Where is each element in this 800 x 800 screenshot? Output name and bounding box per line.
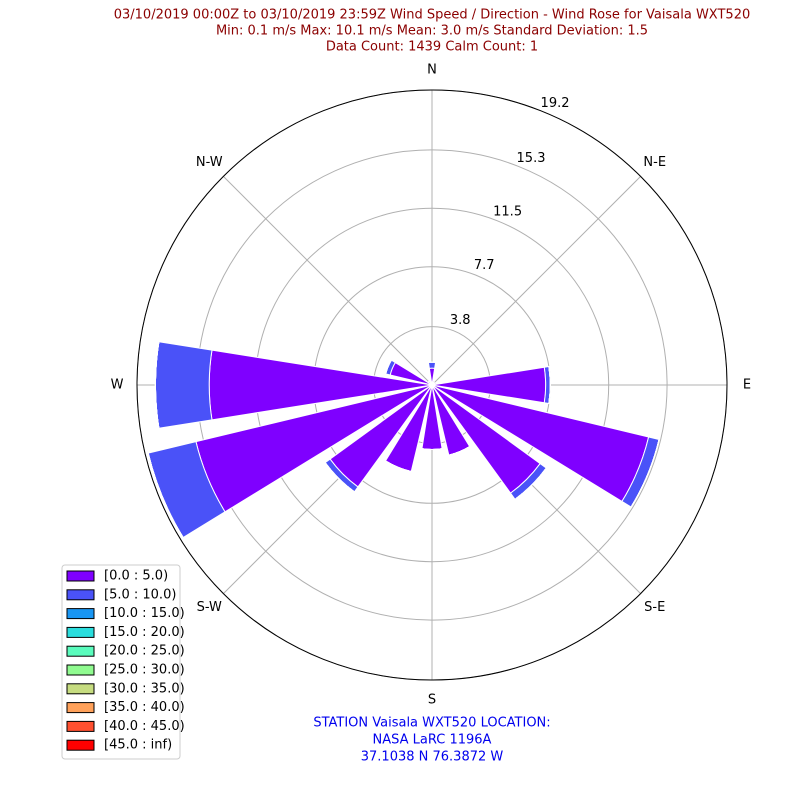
legend-label: [35.0 : 40.0) [104, 700, 185, 715]
wedge [435, 382, 437, 385]
legend-label: [40.0 : 45.0) [104, 719, 185, 734]
wedge [514, 467, 547, 500]
wedge [385, 460, 412, 473]
chart-title: 03/10/2019 00:00Z to 03/10/2019 23:59Z W… [114, 8, 751, 23]
wedge [155, 341, 213, 429]
spoke [223, 176, 433, 386]
r-tick-label: 7.7 [474, 258, 495, 273]
legend-swatch [66, 589, 95, 601]
chart-title: Min: 0.1 m/s Max: 10.1 m/s Mean: 3.0 m/s… [216, 24, 648, 39]
legend-swatch [66, 720, 95, 732]
wedge [448, 446, 470, 456]
direction-label: S [428, 693, 436, 708]
station-annotation: STATION Vaisala WXT520 LOCATION: [313, 716, 550, 731]
wedge [432, 380, 435, 382]
legend-label: [30.0 : 35.0) [104, 681, 185, 696]
r-tick-label: 19.2 [541, 96, 570, 111]
direction-label: N-E [643, 155, 666, 170]
r-tick-label: 3.8 [450, 313, 471, 328]
wedge [427, 361, 437, 369]
legend-swatch [66, 570, 95, 582]
wedge [630, 439, 660, 508]
legend-swatch [66, 664, 95, 676]
legend-label: [20.0 : 25.0) [104, 644, 185, 659]
legend-swatch [66, 739, 95, 751]
legend-swatch [66, 702, 95, 714]
direction-label: N [427, 63, 437, 78]
r-tick-label: 15.3 [517, 151, 546, 166]
station-annotation: NASA LaRC 1196A [373, 733, 492, 748]
legend-swatch [66, 608, 95, 620]
station-annotation: 37.1038 N 76.3872 W [361, 750, 504, 765]
r-tick-label: 11.5 [493, 205, 522, 220]
wedge [548, 366, 551, 404]
spoke [431, 176, 641, 386]
outer-ring [136, 89, 728, 681]
legend-label: [15.0 : 20.0) [104, 625, 185, 640]
chart-title: Data Count: 1439 Calm Count: 1 [326, 40, 538, 55]
legend-label: [0.0 : 5.0) [104, 569, 168, 584]
legend-label: [45.0 : inf) [104, 738, 172, 753]
direction-label: S-W [197, 600, 222, 615]
legend-swatch [66, 645, 95, 657]
direction-label: W [111, 378, 124, 393]
legend-swatch [66, 626, 95, 638]
legend-swatch [66, 683, 95, 695]
direction-label: N-W [196, 155, 223, 170]
legend-label: [25.0 : 30.0) [104, 663, 185, 678]
direction-label: E [743, 378, 751, 393]
legend-label: [10.0 : 15.0) [104, 606, 185, 621]
wedge [147, 453, 184, 538]
wedge [433, 382, 435, 384]
legend-label: [5.0 : 10.0) [104, 587, 176, 602]
direction-label: S-E [644, 600, 665, 615]
